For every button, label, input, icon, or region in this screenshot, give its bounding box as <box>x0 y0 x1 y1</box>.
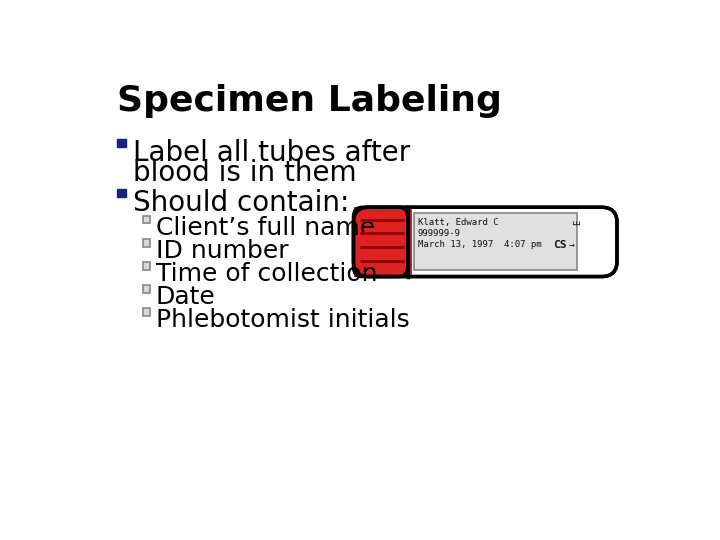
Text: Specimen Labeling: Specimen Labeling <box>117 84 502 118</box>
Text: Client’s full name: Client’s full name <box>156 215 375 240</box>
Text: E: E <box>574 220 582 225</box>
Bar <box>414 213 577 271</box>
Text: CS: CS <box>554 240 567 251</box>
Bar <box>354 207 412 276</box>
Bar <box>143 215 150 224</box>
FancyBboxPatch shape <box>354 207 408 276</box>
Text: ID number: ID number <box>156 239 289 263</box>
Text: Should contain:: Should contain: <box>132 189 349 217</box>
Text: March 13, 1997  4:07 pm: March 13, 1997 4:07 pm <box>418 240 541 249</box>
Text: →: → <box>569 240 575 251</box>
Text: Time of collection: Time of collection <box>156 262 377 286</box>
FancyBboxPatch shape <box>354 207 617 276</box>
Bar <box>143 285 150 293</box>
Bar <box>143 308 150 316</box>
Bar <box>117 189 126 197</box>
Bar <box>117 139 126 147</box>
Text: Date: Date <box>156 285 215 309</box>
Text: Label all tubes after: Label all tubes after <box>132 139 410 167</box>
Text: Phlebotomist initials: Phlebotomist initials <box>156 308 410 332</box>
Text: blood is in them: blood is in them <box>132 159 356 187</box>
Text: 999999-9: 999999-9 <box>418 229 461 238</box>
Text: Klatt, Edward C: Klatt, Edward C <box>418 218 498 227</box>
Bar <box>143 239 150 247</box>
Bar <box>143 262 150 269</box>
